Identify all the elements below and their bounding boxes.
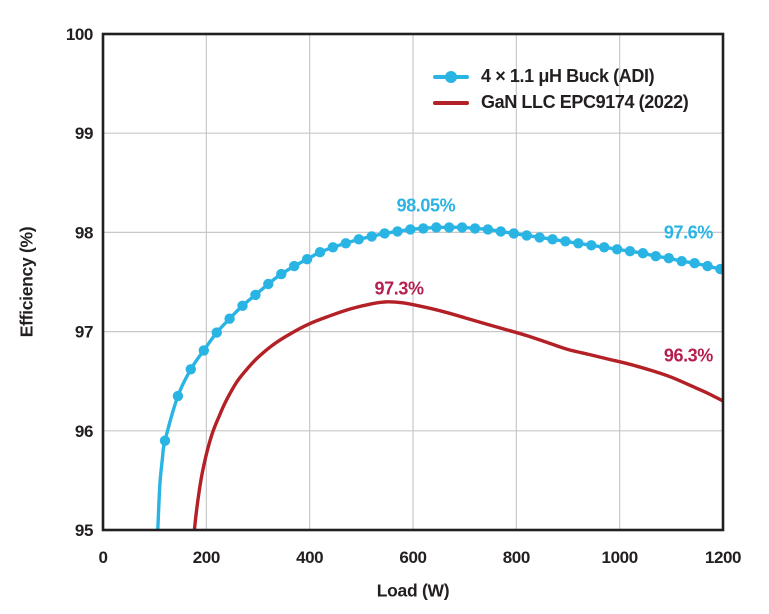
y-tick-label: 97 (75, 323, 93, 342)
buck-marker-dot (289, 260, 300, 272)
plot-border (101, 32, 725, 532)
buck-marker-dot (418, 223, 429, 234)
buck-marker-dot (224, 313, 235, 324)
gan-llc-curve (192, 300, 723, 530)
buck-marker-dot (482, 224, 494, 235)
buck-marker-dot (637, 248, 649, 259)
legend-item-gan: GaN LLC EPC9174 (2022) (433, 90, 689, 115)
buck-marker-dot (599, 242, 610, 253)
buck-marker-dot (198, 345, 209, 356)
buck-marker-dot (586, 240, 597, 251)
buck-marker-dot (702, 260, 713, 272)
buck-marker-dot (495, 226, 506, 237)
buck-marker-dot (521, 230, 532, 241)
x-tick-label: 1200 (705, 548, 741, 567)
annotation-buck-peak: 98.05% (396, 195, 456, 216)
buck-marker-dot (379, 228, 390, 239)
y-tick-label: 100 (66, 25, 93, 44)
x-axis-title: Load (W) (376, 580, 450, 601)
buck-marker-dot (250, 289, 261, 301)
legend-label-buck: 4 × 1.1 μH Buck (ADI) (481, 66, 655, 86)
buck-marker-dot (444, 222, 455, 233)
buck-marker-dot (211, 327, 222, 338)
y-axis-title: Efficiency (%) (16, 226, 37, 338)
buck-marker-dot (301, 254, 313, 265)
buck-marker-dot (715, 263, 723, 275)
buck-markers (159, 222, 723, 446)
legend-item-buck: 4 × 1.1 μH Buck (ADI) (433, 64, 688, 89)
buck-marker-dot (508, 228, 519, 239)
annotation-buck-end: 97.6% (663, 222, 713, 243)
buck-marker-dot (573, 238, 584, 249)
x-tick-label: 600 (399, 548, 426, 567)
annotation-gan-peak: 97.3% (374, 278, 424, 299)
y-tick-label: 99 (75, 124, 93, 143)
buck-curve (156, 225, 721, 530)
y-tick-label: 96 (75, 422, 93, 441)
buck-marker-dot (237, 300, 248, 311)
buck-marker-dot (624, 246, 636, 257)
buck-marker-dot (650, 251, 661, 262)
buck-marker-dot (366, 231, 377, 242)
buck-marker-dot (405, 224, 416, 235)
buck-marker-dot (534, 232, 545, 243)
buck-line-marker-icon (433, 64, 469, 89)
buck-marker-dot (353, 234, 364, 245)
x-tick-label: 400 (296, 548, 323, 567)
annotation-gan-end: 96.3% (663, 345, 713, 366)
buck-marker-dot (456, 222, 468, 233)
x-tick-label: 0 (98, 548, 107, 567)
buck-marker-dot (560, 236, 571, 247)
buck-marker-dot (185, 364, 196, 375)
legend: 4 × 1.1 μH Buck (ADI) GaN LLC EPC9174 (2… (433, 64, 689, 115)
y-tick-label: 98 (75, 223, 93, 242)
x-tick-label: 200 (193, 548, 220, 567)
buck-marker-dot (159, 435, 171, 446)
buck-marker-dot (263, 278, 274, 290)
x-tick-label: 800 (503, 548, 530, 567)
buck-marker-dot (340, 238, 351, 249)
buck-marker-dot (676, 256, 687, 267)
gan-line-icon (433, 90, 469, 115)
x-tick-label: 1000 (602, 548, 638, 567)
y-tick-label: 95 (75, 521, 93, 540)
buck-marker-dot (469, 223, 481, 234)
buck-marker-dot (689, 258, 700, 269)
buck-marker-dot (431, 222, 442, 233)
buck-marker-dot (327, 242, 339, 253)
buck-marker-dot (314, 247, 326, 258)
buck-marker-dot (276, 268, 287, 280)
buck-marker-dot (392, 226, 403, 237)
buck-marker-dot (611, 244, 623, 255)
buck-marker-dot (172, 390, 184, 402)
buck-marker-dot (663, 253, 674, 264)
buck-marker-dot (547, 234, 558, 245)
legend-label-gan: GaN LLC EPC9174 (2022) (481, 92, 689, 112)
